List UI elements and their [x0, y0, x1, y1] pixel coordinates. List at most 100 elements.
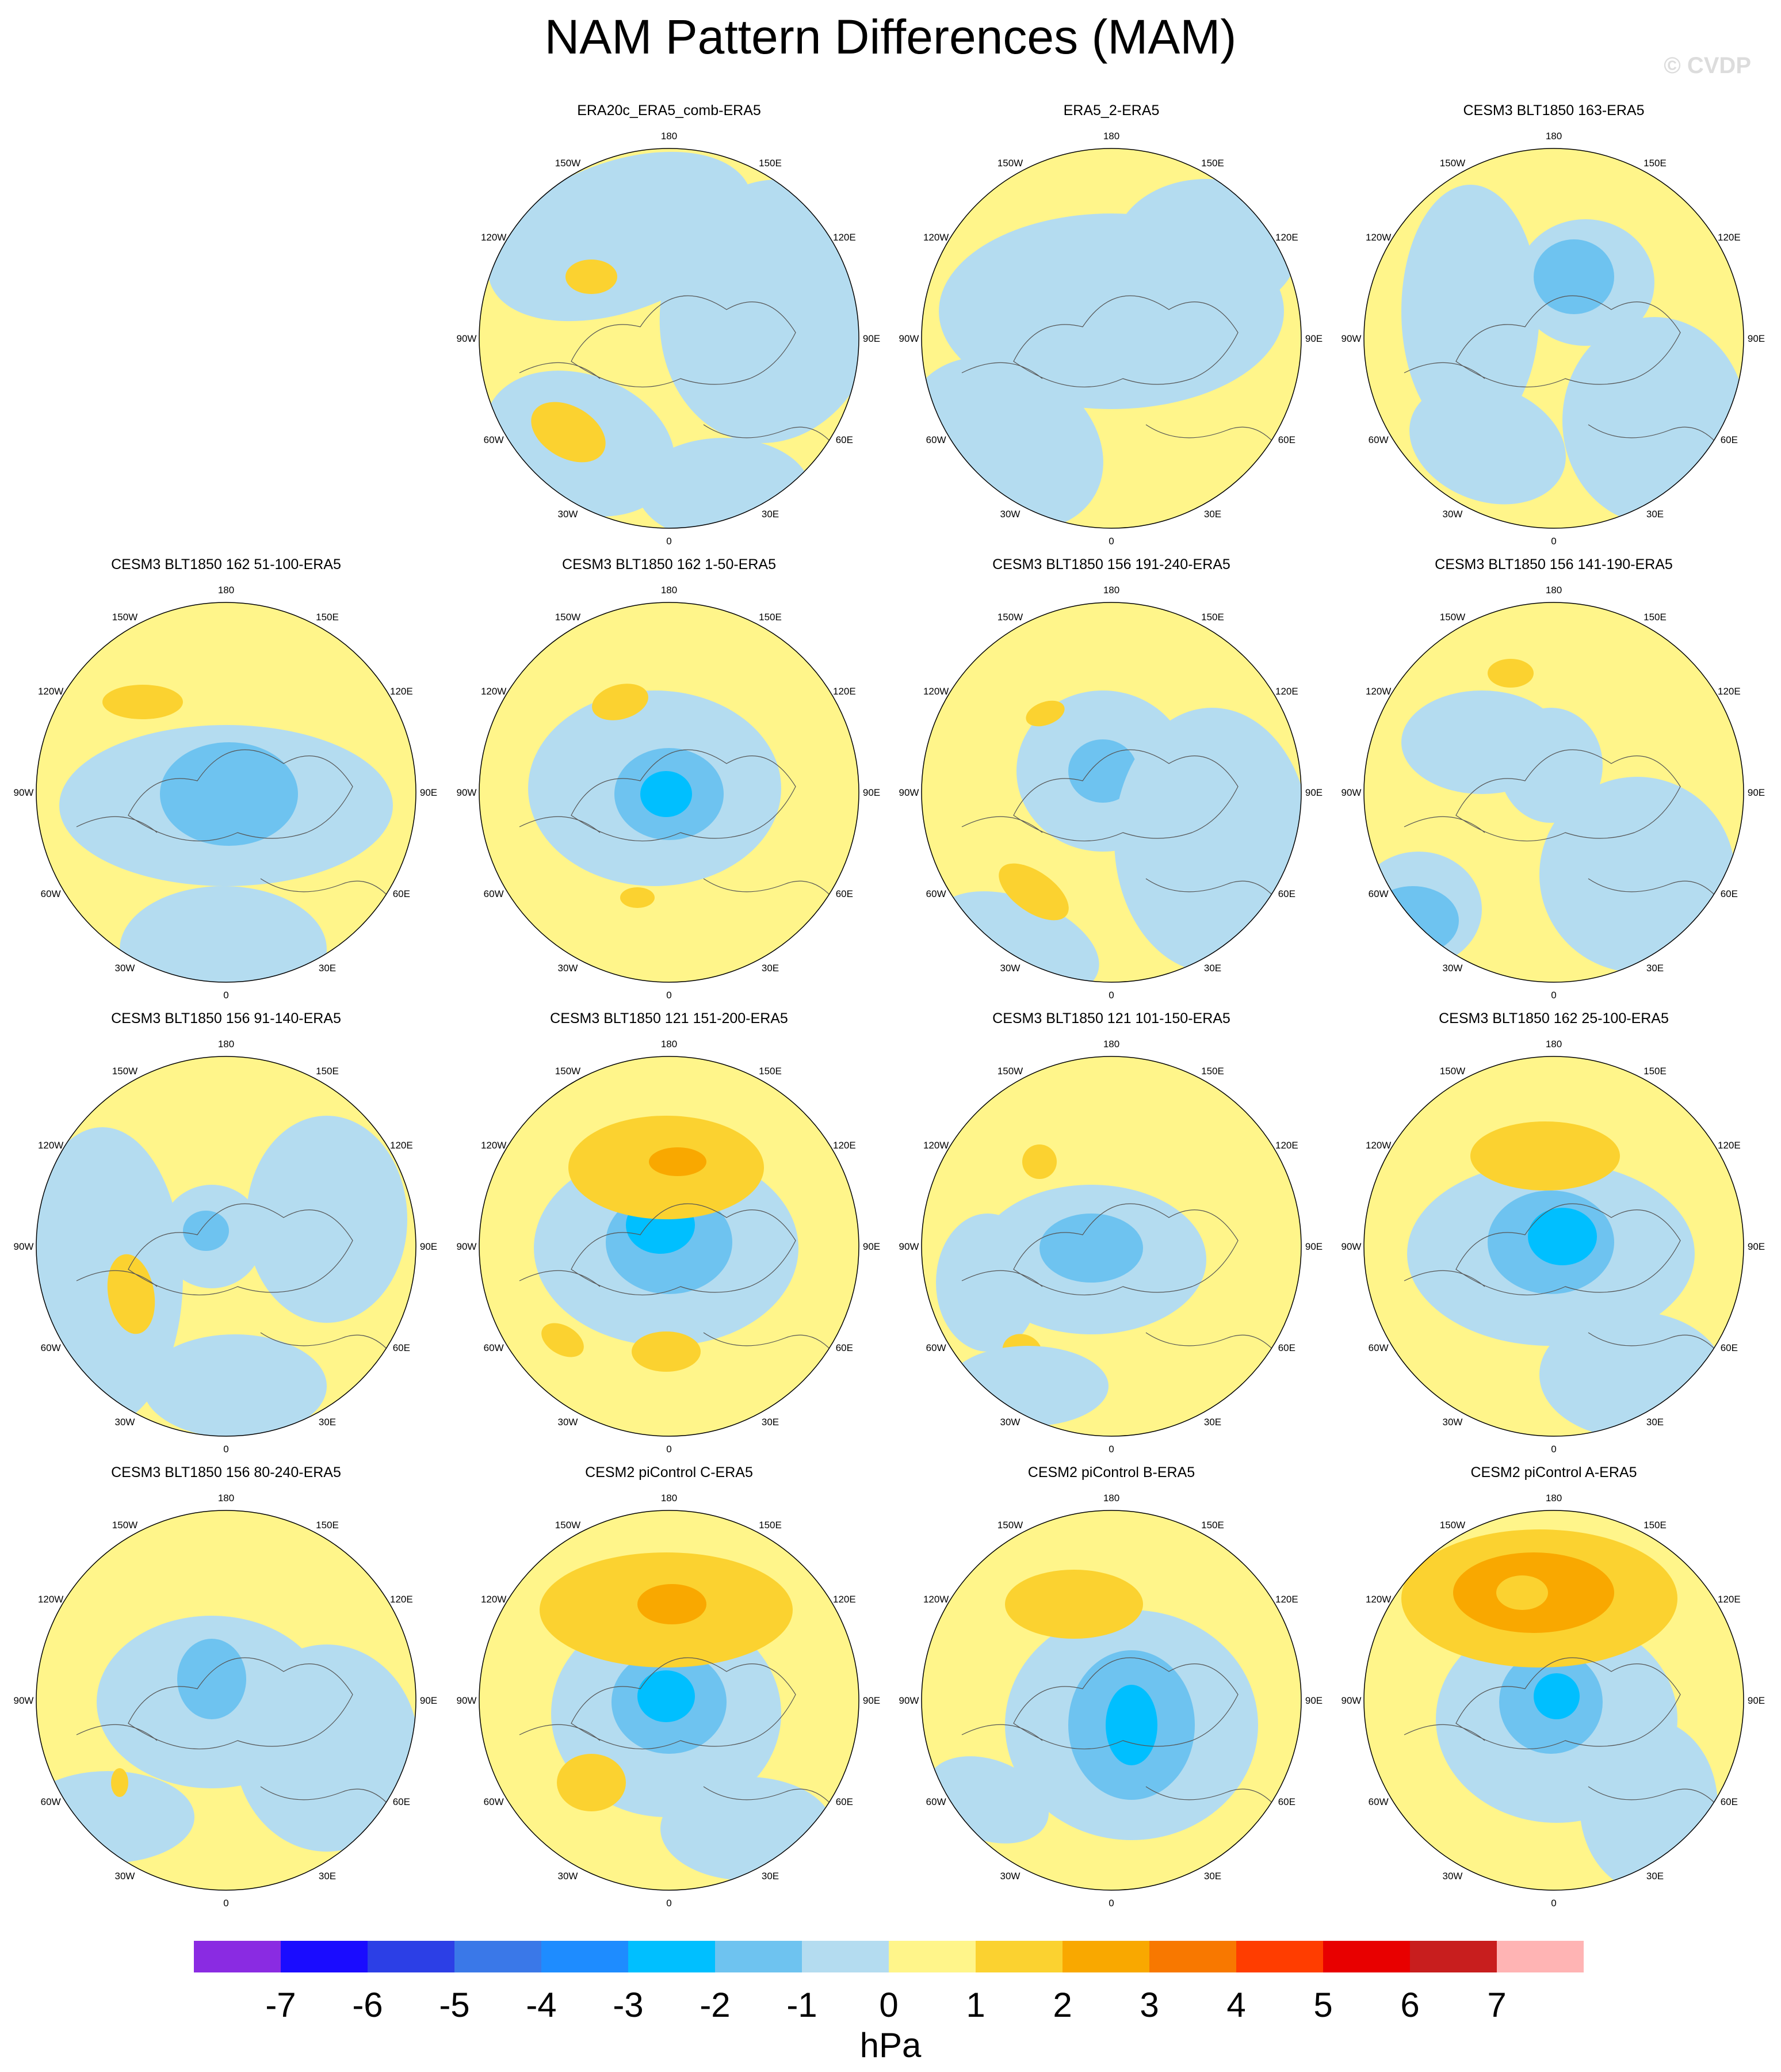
longitude-label: 60W	[41, 1342, 61, 1353]
polar-map: 180 150E 120E 90E 60E 30E 0 30W 60W 90W 120W 150W	[1342, 1039, 1765, 1455]
longitude-label: 90W	[899, 1695, 919, 1706]
longitude-label: 150E	[316, 1520, 339, 1531]
polar-map: 180 150E 120E 90E 60E 30E 0 30W 60W 90W 120W 150W	[14, 585, 438, 1001]
longitude-label: 90E	[863, 333, 880, 344]
anomaly-contour	[1005, 1570, 1143, 1639]
map-border	[921, 1510, 1302, 1891]
polar-map: 180 150E 120E 90E 60E 30E 0 30W 60W 90W 120W 150W	[1342, 585, 1765, 1001]
coastline	[1013, 295, 1239, 388]
longitude-label: 30E	[319, 963, 336, 974]
anomaly-contour	[183, 1211, 229, 1251]
longitude-label: 0	[666, 1444, 671, 1455]
map-panel: CESM3 BLT1850 121 101-150-ERA5 180 150E 12…	[890, 1010, 1333, 1462]
longitude-label: 90W	[1342, 1241, 1362, 1252]
coastline	[519, 1270, 836, 1356]
coastline	[961, 1270, 1279, 1356]
anomaly-contour	[177, 1639, 246, 1719]
longitude-label: 90E	[420, 1241, 437, 1252]
anomaly-contour	[111, 1768, 128, 1797]
longitude-label: 180	[661, 1039, 677, 1050]
panel-title: ERA5_2-ERA5	[1063, 102, 1160, 119]
coastline	[571, 295, 796, 388]
colorbar-tick-label: 6	[1400, 1986, 1419, 2024]
longitude-label: 90W	[14, 787, 34, 798]
longitude-label: 150E	[759, 1520, 782, 1531]
anomaly-contour	[620, 887, 655, 908]
longitude-label: 120E	[1275, 1594, 1298, 1605]
longitude-label: 90E	[1748, 787, 1765, 798]
coastline	[1013, 749, 1239, 842]
map-panel: CESM2 piControl B-ERA5 180 150E 120E 90E 60E…	[890, 1464, 1333, 1915]
anomaly-contour	[1499, 708, 1603, 823]
colorbar-swatch	[541, 1941, 628, 1972]
longitude-label: 180	[661, 585, 677, 596]
longitude-label: 90E	[863, 1241, 880, 1252]
longitude-label: 90W	[14, 1241, 34, 1252]
coastline	[128, 749, 353, 842]
coastline	[76, 1270, 393, 1356]
coastline	[961, 816, 1279, 902]
map-panel: CESM3 BLT1850 162 25-100-ERA5 180 150E 120…	[1332, 1010, 1775, 1462]
colorbar-tick-label: -3	[613, 1986, 643, 2024]
colorbar-tick-label: 0	[879, 1986, 898, 2024]
longitude-label: 0	[1109, 1444, 1114, 1455]
longitude-label: 120W	[1366, 686, 1391, 697]
anomaly-contour	[637, 1584, 706, 1624]
longitude-label: 30E	[1646, 1871, 1664, 1882]
longitude-label: 150E	[759, 158, 782, 169]
longitude-label: 120E	[1275, 1140, 1298, 1151]
map-border	[479, 602, 859, 983]
longitude-label: 180	[1103, 585, 1119, 596]
longitude-label: 150W	[997, 612, 1023, 623]
colorbar-swatch	[1410, 1941, 1497, 1972]
map-panel: ERA20c_ERA5_comb-ERA5 180 150E 120E 90E 60E 3…	[448, 102, 890, 554]
longitude-label: 90E	[1305, 1695, 1323, 1706]
colorbar-tick-label: -4	[526, 1986, 556, 2024]
longitude-label: 120E	[390, 1140, 413, 1151]
longitude-label: 60E	[1721, 434, 1738, 445]
polar-map: 180 150E 120E 90E 60E 30E 0 30W 60W 90W 120W 150W	[899, 585, 1323, 1001]
longitude-label: 120W	[1366, 1140, 1391, 1151]
anomaly-contour	[160, 742, 298, 846]
colorbar-tick-label: 4	[1226, 1986, 1245, 2024]
colorbar-units: hPa	[860, 2026, 922, 2065]
anomaly-contour	[531, 402, 606, 463]
longitude-label: 60E	[836, 1796, 853, 1807]
longitude-label: 150W	[112, 612, 137, 623]
longitude-label: 120E	[1718, 686, 1741, 697]
colorbar-swatch	[1149, 1941, 1236, 1972]
panel-title: CESM2 piControl B-ERA5	[1027, 1464, 1195, 1480]
anomaly-contour	[1496, 1575, 1548, 1610]
longitude-label: 180	[1103, 131, 1119, 142]
colorbar-swatch	[715, 1941, 802, 1972]
colorbar-swatch	[281, 1941, 368, 1972]
longitude-label: 120W	[481, 1140, 506, 1151]
longitude-label: 120W	[923, 686, 949, 697]
longitude-label: 150W	[997, 1520, 1023, 1531]
anomaly-contour	[1039, 1214, 1143, 1283]
panel-title: CESM3 BLT1850 162 1-50-ERA5	[562, 556, 776, 573]
longitude-label: 150W	[555, 1066, 580, 1077]
longitude-label: 180	[1103, 1039, 1119, 1050]
longitude-label: 60W	[926, 888, 946, 899]
longitude-label: 30W	[115, 1871, 135, 1882]
longitude-label: 60E	[1721, 888, 1738, 899]
longitude-label: 90E	[420, 787, 437, 798]
longitude-label: 30E	[1204, 509, 1221, 520]
longitude-label: 120W	[1366, 232, 1391, 243]
longitude-label: 60W	[926, 1796, 946, 1807]
panel-title: CESM3 BLT1850 156 80-240-ERA5	[111, 1464, 341, 1480]
map-border	[1363, 148, 1744, 529]
longitude-label: 150E	[1644, 1520, 1667, 1531]
map-panel: CESM3 BLT1850 156 91-140-ERA5 180 150E 120…	[5, 1010, 448, 1462]
longitude-label: 120E	[1718, 232, 1741, 243]
longitude-label: 90W	[1342, 787, 1362, 798]
longitude-label: 120W	[923, 232, 949, 243]
longitude-label: 60E	[1278, 888, 1295, 899]
longitude-label: 30E	[762, 1417, 779, 1428]
longitude-label: 30W	[558, 509, 578, 520]
longitude-label: 60W	[484, 1342, 504, 1353]
longitude-label: 150E	[1644, 1066, 1667, 1077]
longitude-label: 150E	[1201, 1066, 1224, 1077]
longitude-label: 150W	[112, 1520, 137, 1531]
